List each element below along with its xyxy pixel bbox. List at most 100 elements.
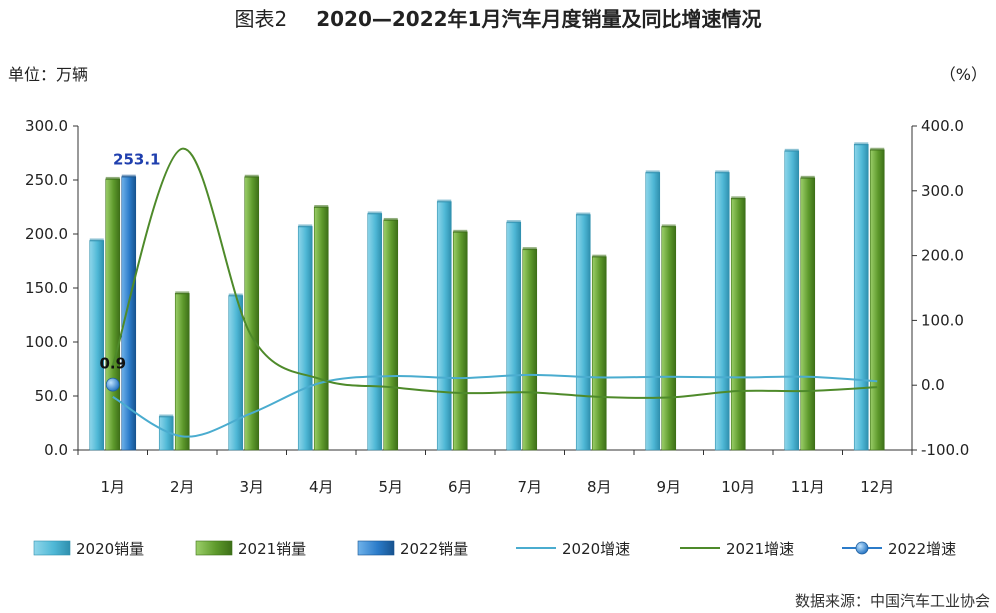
bars — [89, 142, 885, 451]
bar-2021-sales — [105, 178, 121, 451]
x-tick-label: 11月 — [791, 478, 825, 496]
right-tick-label: -100.0 — [921, 441, 969, 459]
left-tick-label: 50.0 — [35, 387, 68, 405]
left-tick-label: 200.0 — [25, 225, 68, 243]
bar-2020-sales-cap — [367, 211, 382, 215]
bar-2020-sales-cap — [576, 212, 591, 216]
line-2020-growth — [112, 373, 878, 438]
bar-2021-sales-cap — [800, 175, 815, 179]
bar-2021-sales-cap — [592, 254, 607, 258]
bar-2020-sales — [784, 150, 800, 451]
left-tick-label: 300.0 — [25, 117, 68, 135]
right-tick-label: 100.0 — [921, 311, 964, 329]
legend-label-2022-growth: 2022增速 — [888, 540, 956, 558]
bar-2021-sales-cap — [870, 147, 885, 151]
bar-2021-sales-cap — [522, 247, 537, 251]
x-tick-label: 9月 — [656, 478, 681, 496]
x-tick-label: 3月 — [239, 478, 264, 496]
legend-item-2021-growth: 2021增速 — [680, 540, 794, 558]
bar-2020-sales — [853, 144, 869, 451]
legend-item-2022-sales: 2022销量 — [357, 540, 468, 558]
legend-label-2020-sales: 2020销量 — [76, 540, 144, 558]
legend-swatch-2021-sales — [195, 540, 233, 556]
bar-2021-sales — [244, 176, 260, 451]
x-tick-label: 12月 — [860, 478, 894, 496]
right-axis-unit: （%） — [940, 65, 987, 84]
left-tick-label: 0.0 — [44, 441, 68, 459]
legend-marker-2022-growth — [855, 541, 869, 555]
bar-2020-sales — [575, 214, 591, 451]
legend-swatch-2020-sales — [33, 540, 71, 556]
bar-2020-sales-cap — [159, 414, 174, 418]
bar-2021-sales — [661, 226, 677, 451]
left-axis-unit: 单位：万辆 — [8, 65, 88, 84]
source-note: 数据来源：中国汽车工业协会 — [795, 592, 990, 610]
x-tick-label: 4月 — [309, 478, 334, 496]
chart-title: 图表2 2020—2022年1月汽车月度销量及同比增速情况 — [235, 7, 762, 31]
bar-2021-sales — [591, 256, 607, 451]
bar-2020-sales-cap — [298, 224, 313, 228]
bar-2021-sales — [313, 206, 329, 451]
bar-2021-sales — [869, 149, 885, 451]
x-tick-label: 2月 — [170, 478, 195, 496]
right-tick-label: 0.0 — [921, 376, 945, 394]
x-tick-label: 7月 — [517, 478, 542, 496]
bar-2021-sales — [730, 198, 746, 451]
bar-2021-sales-cap — [731, 196, 746, 200]
bar-2020-sales — [89, 240, 105, 451]
legend-label-2021-growth: 2021增速 — [726, 540, 794, 558]
bar-2021-sales-cap — [453, 229, 468, 233]
data-label-2022-growth-jan: 0.9 — [99, 355, 126, 373]
bar-2021-sales-cap — [244, 174, 259, 178]
bar-2022-sales-cap — [121, 174, 136, 178]
bar-2020-sales-cap — [715, 170, 730, 174]
bar-2021-sales — [452, 231, 468, 451]
bar-2020-sales — [228, 295, 244, 451]
right-tick-label: 200.0 — [921, 247, 964, 265]
bar-2020-sales — [436, 201, 452, 451]
bar-2020-sales-cap — [854, 142, 869, 146]
bar-2020-sales-cap — [645, 170, 660, 174]
bar-2020-sales-cap — [437, 199, 452, 203]
lines — [105, 147, 878, 438]
legend-item-2021-sales: 2021销量 — [195, 540, 306, 558]
legend-label-2020-growth: 2020增速 — [562, 540, 630, 558]
data-label-2022-sales-jan: 253.1 — [113, 151, 160, 169]
bar-2021-sales-cap — [314, 205, 329, 208]
legend: 2020销量 2021销量 2022销量 2020增速 2021增速 2022增… — [33, 540, 956, 558]
bar-2021-sales-cap — [175, 291, 190, 295]
bar-2020-sales — [297, 226, 313, 451]
bar-2021-sales — [174, 293, 190, 451]
right-tick-label: 400.0 — [921, 117, 964, 135]
left-tick-label: 100.0 — [25, 333, 68, 351]
legend-item-2020-sales: 2020销量 — [33, 540, 144, 558]
bar-2021-sales-cap — [105, 176, 120, 180]
bar-2021-sales — [383, 219, 399, 451]
bar-2021-sales — [800, 177, 816, 451]
data-labels: 253.1 0.9 — [99, 151, 160, 373]
bar-2020-sales — [645, 172, 661, 451]
bar-2020-sales — [367, 213, 383, 451]
bar-2021-sales — [522, 248, 538, 451]
x-tick-label: 8月 — [587, 478, 612, 496]
x-tick-label: 6月 — [448, 478, 473, 496]
left-tick-label: 250.0 — [25, 171, 68, 189]
line-2021-growth — [111, 147, 878, 399]
chart-title-prefix: 图表2 — [235, 7, 288, 31]
right-tick-label: 300.0 — [921, 182, 964, 200]
x-tick-label: 10月 — [721, 478, 755, 496]
x-tick-label: 1月 — [100, 478, 125, 496]
chart-title-main: 2020—2022年1月汽车月度销量及同比增速情况 — [316, 7, 761, 31]
bar-2021-sales-cap — [661, 224, 676, 228]
legend-label-2021-sales: 2021销量 — [238, 540, 306, 558]
legend-item-2020-growth: 2020增速 — [516, 540, 630, 558]
legend-swatch-2022-sales — [357, 540, 395, 556]
bar-2020-sales — [506, 221, 522, 451]
legend-item-2022-growth: 2022增速 — [842, 540, 956, 558]
axis-ticks: 0.0 50.0 100.0 150.0 200.0 250.0 300.0 -100.0 0.… — [25, 117, 969, 496]
left-tick-label: 150.0 — [25, 279, 68, 297]
bar-2021-sales-cap — [383, 217, 398, 221]
bar-2020-sales-cap — [784, 148, 799, 152]
bar-2020-sales-cap — [506, 220, 521, 224]
